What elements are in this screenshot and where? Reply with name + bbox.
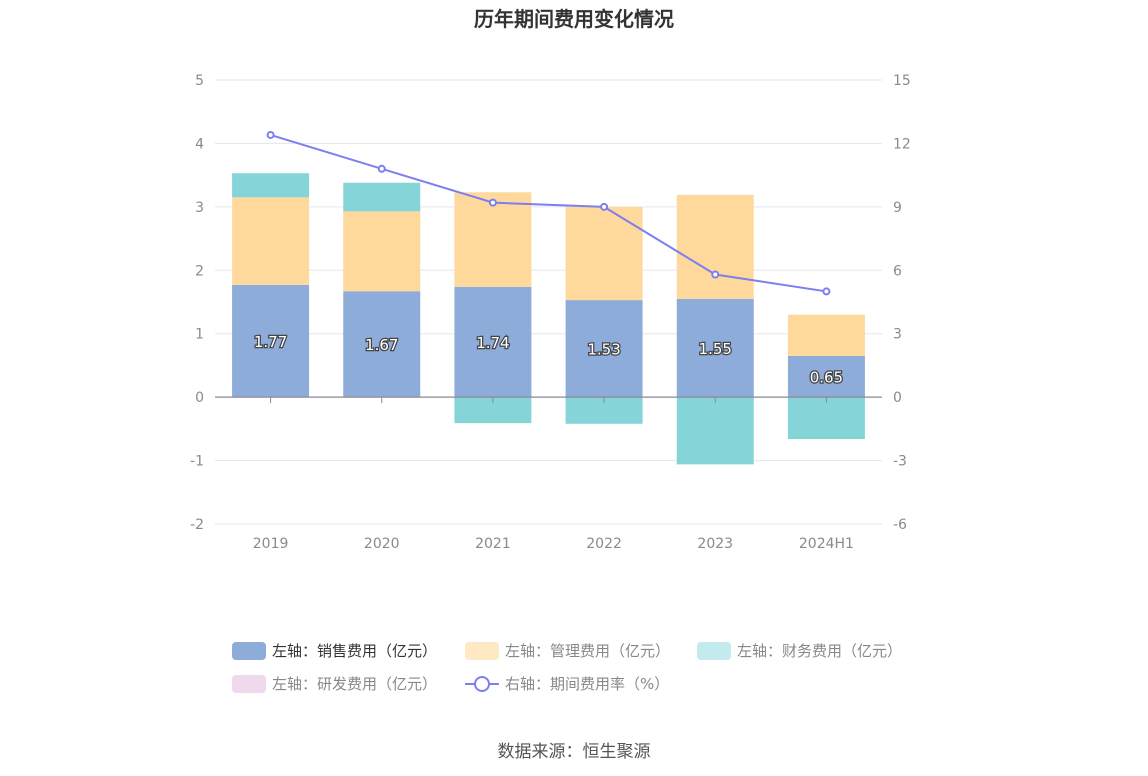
bar-0 [787,355,865,398]
data-source: 数据来源：恒生聚源 [498,742,651,762]
grid [215,79,882,525]
legend-swatch [697,642,731,660]
bar-value-label: 1.74 [476,334,509,352]
bar-1 [232,197,310,285]
bar-value-label: 1.67 [365,336,398,354]
legend-swatch [232,675,266,693]
legend-item-label[interactable]: 左轴：研发费用（亿元） [272,675,437,693]
bar-1 [676,194,754,299]
bar-1 [787,314,865,356]
bar-2 [676,397,754,465]
bar-value-label: 1.77 [254,333,287,351]
rate-line [266,130,831,296]
right-axis-tick: 9 [893,200,902,216]
rate-line-path [270,134,827,293]
left-axis-tick: -1 [190,454,204,470]
rate-point [377,164,386,173]
bar-2 [343,182,421,212]
left-axis-tick: -2 [190,517,204,533]
bar-0 [343,291,421,398]
chart-title: 历年期间费用变化情况 [474,7,674,31]
bars [232,173,865,465]
right-axis-tick: 0 [893,390,902,406]
left-axis-tick: 3 [195,200,204,216]
right-axis-tick: 12 [893,136,911,152]
bar-2 [232,173,310,198]
legend-swatch [232,642,266,660]
left-axis-tick: 2 [195,263,204,279]
legend-item-label[interactable]: 右轴：期间费用率（%） [505,675,669,693]
right-axis-tick: 6 [893,263,902,279]
bar-1 [454,192,532,287]
left-axis-tick: 5 [195,73,204,89]
legend-swatch [465,642,499,660]
x-axis-tick-label: 2021 [475,536,511,552]
bar-0 [454,286,532,398]
rate-point [488,198,497,207]
right-axis-tick: 3 [893,327,902,343]
legend-item-label[interactable]: 左轴：财务费用（亿元） [737,642,902,660]
right-axis-tick: -3 [893,454,907,470]
legend-item-label[interactable]: 左轴：销售费用（亿元） [272,642,437,660]
bar-value-label: 0.65 [810,369,843,387]
legend[interactable]: 左轴：销售费用（亿元） 左轴：管理费用（亿元） 左轴：财务费用（亿元） 左轴：研发费用… [232,642,902,693]
axes: 5 4 3 2 1 0 -1 -2 15 12 9 6 3 0 -3 -6 2019 2020 2021 2022 20… [190,73,911,552]
x-axis-tick-label: 2020 [364,536,400,552]
bar-1 [343,211,421,292]
rate-point [266,130,275,139]
data-labels: 1.77 1.67 1.74 1.53 1.55 0.65 [253,332,845,388]
x-axis-tick-label: 2022 [586,536,622,552]
rate-point [711,270,720,279]
bar-value-label: 1.55 [699,340,732,358]
bar-value-label: 1.53 [587,341,620,359]
left-axis-tick: 0 [195,390,204,406]
legend-item-label[interactable]: 左轴：管理费用（亿元） [505,642,670,660]
bar-0 [232,284,310,398]
bar-0 [676,298,754,398]
x-axis-tick-label: 2023 [697,536,733,552]
bar-2 [787,397,865,440]
left-axis-tick: 1 [195,327,204,343]
rate-point [822,287,831,296]
x-axis-tick-label: 2024H1 [799,536,854,552]
bar-1 [565,206,643,301]
legend-line-marker [474,676,490,692]
right-axis-tick: 15 [893,73,911,89]
bar-0 [565,300,643,398]
right-axis-tick: -6 [893,517,907,533]
rate-point [600,202,609,211]
x-axis-tick-label: 2019 [253,536,289,552]
left-axis-tick: 4 [195,136,204,152]
